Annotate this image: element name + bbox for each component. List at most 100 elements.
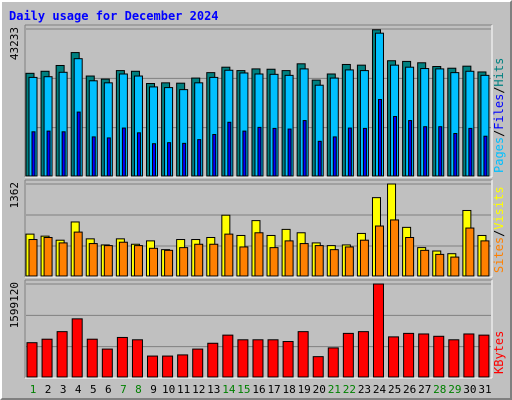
bar-sites-day-17 <box>269 247 279 277</box>
bar-kbytes-day-5 <box>86 338 98 378</box>
bar-sites-day-20 <box>314 245 324 277</box>
legend-visits: Visits <box>492 186 506 229</box>
bar-sites-day-8 <box>133 245 143 277</box>
x-tick-label-day-3: 3 <box>60 383 67 396</box>
bar-files-day-3 <box>61 131 66 177</box>
bar-sites-day-13 <box>209 243 219 277</box>
bar-sites-day-4 <box>73 231 83 277</box>
bar-sites-day-23 <box>359 239 369 277</box>
x-tick-label-day-8: 8 <box>135 383 142 396</box>
bar-kbytes-day-18 <box>282 341 294 378</box>
bar-files-day-20 <box>317 140 322 177</box>
bar-files-day-29 <box>453 132 458 177</box>
bar-sites-day-28 <box>435 253 445 277</box>
bar-sites-day-1 <box>28 239 38 277</box>
x-tick-label-day-25: 25 <box>388 383 401 396</box>
bar-files-day-4 <box>76 111 81 177</box>
x-tick-label-day-4: 4 <box>75 383 82 396</box>
bar-files-day-21 <box>332 136 337 177</box>
legend-separator: / <box>492 87 506 94</box>
bar-kbytes-day-21 <box>327 347 339 378</box>
bar-kbytes-day-23 <box>357 331 369 378</box>
bar-sites-day-10 <box>164 249 174 277</box>
bar-kbytes-day-17 <box>267 339 279 378</box>
x-tick-label-day-11: 11 <box>177 383 190 396</box>
bar-sites-day-7 <box>118 241 128 277</box>
x-tick-label-day-6: 6 <box>105 383 112 396</box>
x-tick-label-day-28: 28 <box>433 383 446 396</box>
bar-sites-day-3 <box>58 242 68 277</box>
bar-files-day-17 <box>272 127 277 177</box>
legend-separator: / <box>492 230 506 237</box>
x-tick-label-day-16: 16 <box>252 383 265 396</box>
bar-kbytes-day-12 <box>192 348 204 378</box>
bar-sites-day-29 <box>450 256 460 277</box>
bar-kbytes-day-3 <box>56 331 68 378</box>
bar-files-day-24 <box>377 98 382 177</box>
bar-sites-day-16 <box>254 232 264 277</box>
bar-sites-day-26 <box>405 236 415 277</box>
bar-kbytes-day-25 <box>388 336 400 378</box>
x-tick-label-day-15: 15 <box>237 383 250 396</box>
bar-kbytes-day-8 <box>131 339 143 378</box>
x-tick-label-day-29: 29 <box>448 383 461 396</box>
bar-kbytes-day-16 <box>252 339 264 378</box>
x-tick-label-day-9: 9 <box>150 383 157 396</box>
legend-sites: Sites <box>492 237 506 273</box>
bar-kbytes-day-19 <box>297 331 309 378</box>
bar-files-day-11 <box>182 142 187 177</box>
bar-sites-day-19 <box>299 243 309 277</box>
bar-sites-day-22 <box>344 246 354 277</box>
legend-hits: Hits <box>492 58 506 87</box>
x-tick-label-day-23: 23 <box>358 383 371 396</box>
bar-kbytes-day-27 <box>418 333 430 378</box>
chart-title: Daily usage for December 2024 <box>9 9 219 23</box>
bar-sites-day-24 <box>374 225 384 277</box>
bar-files-day-14 <box>227 121 232 177</box>
bar-kbytes-day-31 <box>478 334 490 378</box>
panel-2-ymax-label: 1599120 <box>8 282 21 328</box>
legend-files: Files <box>492 94 506 130</box>
bar-files-day-2 <box>46 130 51 177</box>
bar-kbytes-day-24 <box>372 283 384 378</box>
legend-separator: / <box>492 130 506 137</box>
x-tick-label-day-12: 12 <box>192 383 205 396</box>
bar-files-day-26 <box>408 120 413 177</box>
bar-files-day-23 <box>362 127 367 177</box>
bar-files-day-13 <box>212 134 217 177</box>
bar-files-day-19 <box>302 120 307 177</box>
x-tick-label-day-31: 31 <box>478 383 491 396</box>
bar-kbytes-day-6 <box>101 348 113 378</box>
panel-1-ymax-label: 1362 <box>8 182 21 209</box>
bar-kbytes-day-9 <box>147 355 159 378</box>
x-tick-label-day-24: 24 <box>373 383 387 396</box>
bar-files-day-9 <box>152 143 157 177</box>
x-tick-label-day-21: 21 <box>328 383 341 396</box>
bar-files-day-18 <box>287 128 292 177</box>
legend-pages: Pages <box>492 137 506 173</box>
bar-files-day-30 <box>468 127 473 177</box>
bar-files-day-27 <box>423 126 428 177</box>
bar-sites-day-31 <box>480 240 490 277</box>
bar-kbytes-day-29 <box>448 339 460 378</box>
x-tick-label-day-14: 14 <box>222 383 236 396</box>
x-tick-label-day-2: 2 <box>45 383 52 396</box>
x-tick-label-day-10: 10 <box>162 383 175 396</box>
x-tick-label-day-17: 17 <box>267 383 280 396</box>
x-tick-label-day-19: 19 <box>298 383 311 396</box>
bar-sites-day-11 <box>179 247 189 277</box>
bar-sites-day-12 <box>194 243 204 277</box>
bar-sites-day-21 <box>329 249 339 277</box>
bar-kbytes-day-26 <box>403 332 415 378</box>
bar-kbytes-day-1 <box>26 342 38 378</box>
bar-sites-day-18 <box>284 240 294 277</box>
x-tick-label-day-22: 22 <box>343 383 356 396</box>
bar-sites-day-2 <box>43 236 53 277</box>
bar-sites-day-30 <box>465 227 475 277</box>
bar-files-day-7 <box>121 127 126 177</box>
x-tick-label-day-26: 26 <box>403 383 416 396</box>
bar-kbytes-day-7 <box>116 336 128 378</box>
x-tick-label-day-20: 20 <box>313 383 326 396</box>
bar-kbytes-day-28 <box>433 335 445 378</box>
